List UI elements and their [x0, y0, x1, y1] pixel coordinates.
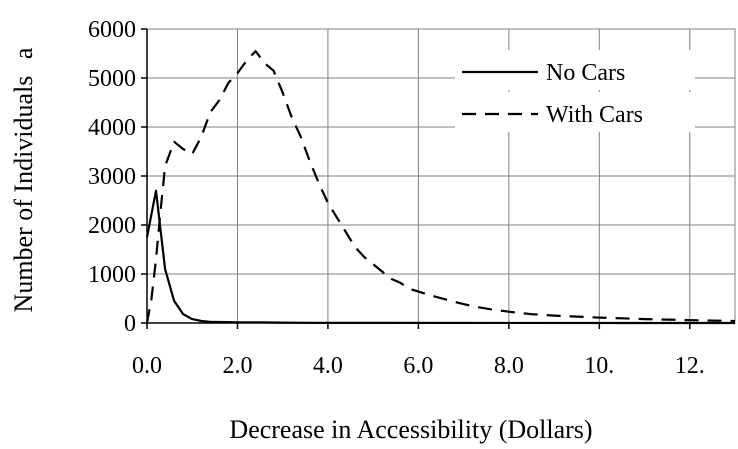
y-axis-title-suffix: a	[9, 47, 38, 59]
x-tick-label: 12.	[675, 353, 705, 379]
series-line-with-cars	[145, 50, 736, 324]
x-tick-label: 2.0	[222, 353, 252, 379]
x-axis-title: Decrease in Accessibility (Dollars)	[229, 415, 592, 444]
x-tick-label: 8.0	[494, 353, 524, 379]
series-layer	[145, 50, 736, 325]
y-tick-label: 3000	[88, 164, 136, 190]
legend-label: With Cars	[546, 102, 643, 128]
legend-entry	[455, 50, 695, 90]
legend-entry	[455, 92, 695, 132]
x-tick-label: 0.0	[132, 353, 162, 379]
tick-layer: 0 1000 2000 3000 4000 5000 6000 0.0 2.0 4.0 6.0 8.0…	[88, 17, 705, 379]
y-axis-title: Number of Individuals a	[9, 47, 38, 312]
legend-label: No Cars	[546, 60, 625, 86]
y-tick-label: 4000	[88, 115, 136, 141]
y-tick-label: 0	[124, 311, 136, 337]
y-tick-label: 6000	[88, 17, 136, 43]
y-axis-title-text: Number of Individuals	[9, 76, 38, 313]
x-tick-label: 6.0	[403, 353, 433, 379]
legend: No Cars With Cars	[455, 50, 695, 132]
y-tick-label: 1000	[88, 262, 136, 288]
x-tick-label: 10.	[584, 353, 614, 379]
y-tick-label: 5000	[88, 66, 136, 92]
y-tick-label: 2000	[88, 213, 136, 239]
series-line-no-cars	[145, 189, 736, 325]
x-tick-label: 4.0	[313, 353, 343, 379]
